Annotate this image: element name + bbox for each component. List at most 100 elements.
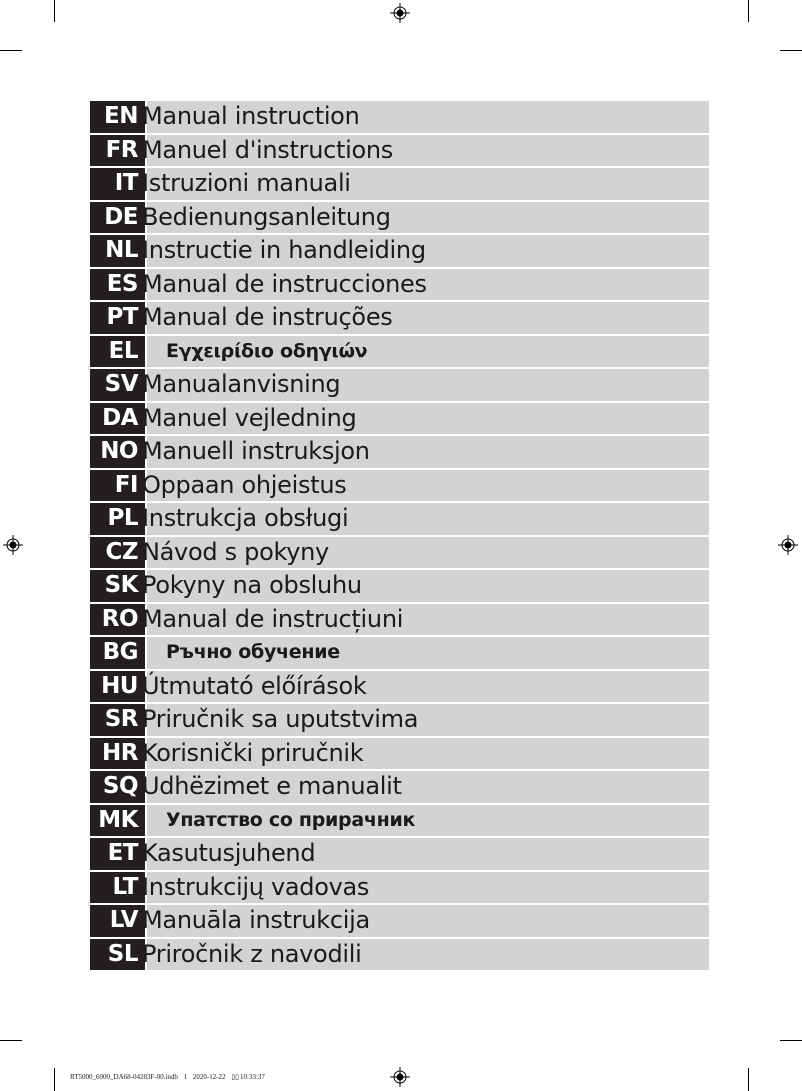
row-bar bbox=[147, 402, 709, 434]
language-row-sk: SK Pokyny na obsluhu bbox=[90, 570, 709, 602]
language-row-fi: FI Oppaan ohjeistus bbox=[90, 469, 709, 501]
manual-title: Kasutusjuhend bbox=[142, 839, 316, 867]
row-bar bbox=[147, 134, 709, 166]
language-code: HR bbox=[90, 737, 145, 769]
language-row-el: EL Εγχειρίδιο οδηγιών bbox=[90, 335, 709, 367]
manual-title: Manuel d'instructions bbox=[142, 135, 393, 164]
registration-mark-icon bbox=[390, 3, 410, 23]
manual-title: Bedienungsanleitung bbox=[142, 202, 391, 231]
row-bar bbox=[147, 905, 709, 937]
language-code: SL bbox=[90, 938, 145, 970]
language-row-de: DE Bedienungsanleitung bbox=[90, 201, 709, 233]
language-row-da: DA Manuel vejledning bbox=[90, 402, 709, 434]
crop-mark bbox=[748, 0, 749, 22]
language-code: ET bbox=[90, 838, 145, 870]
row-bar bbox=[147, 838, 709, 870]
language-row-mk: MK Упатство со прирачник bbox=[90, 804, 709, 836]
language-row-fr: FR Manuel d'instructions bbox=[90, 134, 709, 166]
language-code: SQ bbox=[90, 771, 145, 803]
crop-mark bbox=[0, 50, 22, 51]
language-code: NL bbox=[90, 235, 145, 267]
manual-title: Manuell instruksjon bbox=[142, 437, 370, 465]
manual-title: Manual instruction bbox=[142, 102, 360, 130]
language-row-es: ES Manual de instrucciones bbox=[90, 268, 709, 300]
language-row-no: NO Manuell instruksjon bbox=[90, 436, 709, 468]
language-code: SR bbox=[90, 704, 145, 736]
registration-mark-icon bbox=[390, 1067, 410, 1087]
row-bar bbox=[147, 938, 709, 970]
language-code: PT bbox=[90, 302, 145, 334]
slug-time-prefix: ▯▯ bbox=[231, 1073, 240, 1081]
row-bar bbox=[147, 637, 709, 669]
row-bar bbox=[147, 670, 709, 702]
crop-mark bbox=[54, 1068, 55, 1091]
row-bar bbox=[147, 603, 709, 635]
language-code: NO bbox=[90, 436, 145, 468]
manual-title: Priročnik z navodili bbox=[142, 939, 362, 968]
crop-mark bbox=[748, 1068, 749, 1091]
manual-title: Instructie in handleiding bbox=[142, 236, 426, 264]
row-bar bbox=[147, 771, 709, 803]
language-code: FR bbox=[90, 134, 145, 166]
manual-title: Udhëzimet e manualit bbox=[142, 772, 402, 800]
row-bar bbox=[147, 871, 709, 903]
language-list: EN Manual instruction FR Manuel d'instructi… bbox=[90, 101, 709, 972]
manual-title: Manual de instrucciones bbox=[142, 269, 427, 298]
language-code: EL bbox=[90, 335, 145, 367]
language-code: MK bbox=[90, 804, 145, 836]
language-row-et: ET Kasutusjuhend bbox=[90, 838, 709, 870]
row-bar bbox=[147, 704, 709, 736]
registration-mark-icon bbox=[3, 535, 23, 555]
row-bar bbox=[147, 335, 709, 367]
row-bar bbox=[147, 235, 709, 267]
manual-title: Manuāla instrukcija bbox=[142, 906, 370, 934]
language-row-ro: RO Manual de instrucțiuni bbox=[90, 603, 709, 635]
row-bar bbox=[147, 436, 709, 468]
crop-mark bbox=[780, 1040, 802, 1041]
language-row-sr: SR Priručnik sa uputstvima bbox=[90, 704, 709, 736]
manual-title: Oppaan ohjeistus bbox=[142, 470, 347, 499]
manual-title: Ръчно обучение bbox=[166, 641, 340, 663]
manual-title: Instrukcja obsługi bbox=[142, 504, 349, 532]
row-bar bbox=[147, 503, 709, 535]
language-code: DE bbox=[90, 201, 145, 233]
slug-time: 10:33:37 bbox=[240, 1073, 265, 1081]
language-row-pl: PL Instrukcja obsługi bbox=[90, 503, 709, 535]
row-bar bbox=[147, 101, 709, 133]
crop-mark bbox=[780, 50, 802, 51]
row-bar bbox=[147, 168, 709, 200]
manual-title: Istruzioni manuali bbox=[142, 169, 351, 197]
language-code: EN bbox=[90, 101, 145, 133]
crop-mark bbox=[54, 0, 55, 22]
language-code: HU bbox=[90, 670, 145, 702]
row-bar bbox=[147, 302, 709, 334]
language-code: LT bbox=[90, 871, 145, 903]
language-code: FI bbox=[90, 469, 145, 501]
manual-title: Manualanvisning bbox=[142, 370, 341, 398]
manual-title: Útmutató előírások bbox=[142, 671, 367, 700]
row-bar bbox=[147, 570, 709, 602]
language-row-bg: BG Ръчно обучение bbox=[90, 637, 709, 669]
row-bar bbox=[147, 369, 709, 401]
manual-title: Korisnički priručnik bbox=[142, 738, 364, 767]
print-slug: RT5000_6000_DA68-04283F-00.indb 1 2020-1… bbox=[70, 1073, 269, 1081]
manual-title: Manual de instruções bbox=[142, 303, 393, 331]
registration-mark-icon bbox=[778, 535, 798, 555]
language-row-pt: PT Manual de instruções bbox=[90, 302, 709, 334]
manual-title: Εγχειρίδιο οδηγιών bbox=[166, 339, 368, 362]
slug-file: RT5000_6000_DA68-04283F-00.indb bbox=[70, 1073, 178, 1081]
language-row-lt: LT Instrukcijų vadovas bbox=[90, 871, 709, 903]
language-row-lv: LV Manuāla instrukcija bbox=[90, 905, 709, 937]
language-row-hu: HU Útmutató előírások bbox=[90, 670, 709, 702]
language-row-hr: HR Korisnički priručnik bbox=[90, 737, 709, 769]
manual-title: Instrukcijų vadovas bbox=[142, 872, 370, 901]
manual-title: Priručnik sa uputstvima bbox=[142, 705, 419, 733]
language-row-en: EN Manual instruction bbox=[90, 101, 709, 133]
row-bar bbox=[147, 804, 709, 836]
language-code: SV bbox=[90, 369, 145, 401]
manual-title: Pokyny na obsluhu bbox=[142, 571, 362, 599]
manual-title: Упатство со прирачник bbox=[166, 808, 416, 831]
row-bar bbox=[147, 201, 709, 233]
language-row-it: IT Istruzioni manuali bbox=[90, 168, 709, 200]
row-bar bbox=[147, 469, 709, 501]
